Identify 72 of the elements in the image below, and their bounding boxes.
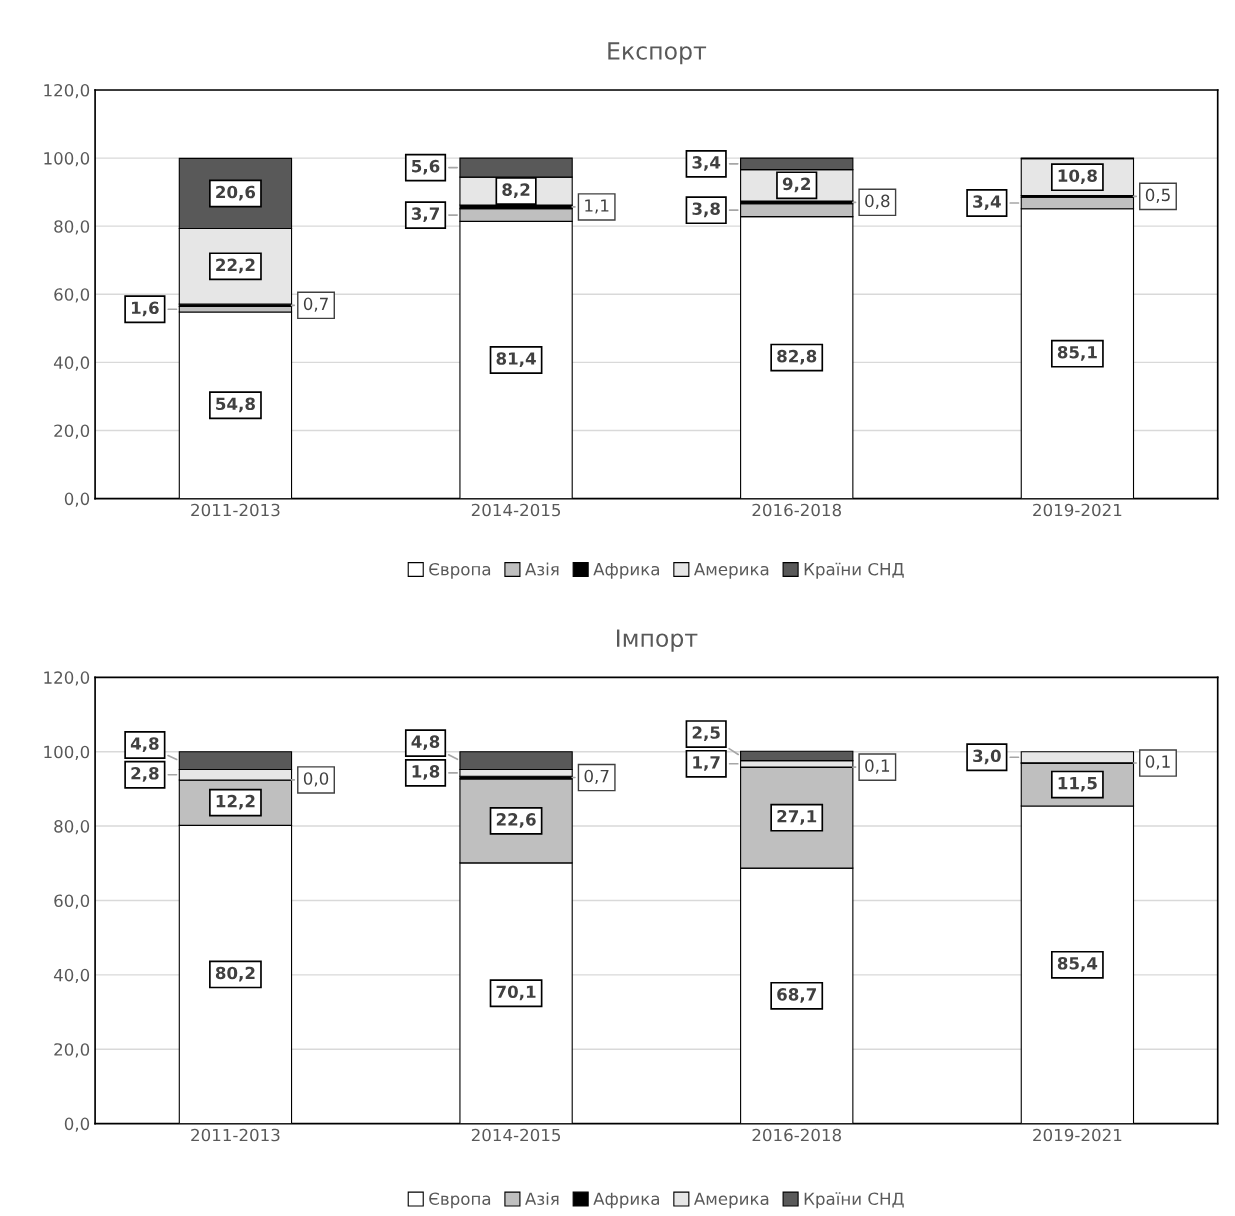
data-label: 2,8	[131, 766, 159, 782]
data-label: 20,6	[216, 185, 256, 201]
data-label: 82,8	[777, 349, 817, 365]
x-tick-label: 2016-2018	[752, 1128, 842, 1142]
data-label: 3,4	[692, 156, 721, 171]
data-label: 1,1	[585, 199, 609, 214]
x-tick-label: 2014-2015	[471, 1128, 561, 1142]
data-label: 1,7	[693, 756, 720, 771]
data-label: 0,7	[584, 769, 609, 785]
x-tick-label: 2011-2013	[191, 503, 280, 517]
data-label: 12,2	[216, 794, 255, 810]
data-label: 1,8	[412, 765, 440, 780]
y-tick-label: 80,0	[54, 220, 90, 235]
data-label: 0,7	[303, 297, 328, 312]
data-label: 85,4	[1057, 957, 1098, 972]
chart-title: Експорт	[608, 42, 707, 65]
x-tick-label: 2016-2018	[752, 503, 842, 517]
data-label: 9,2	[782, 177, 811, 193]
legend-label: Європа	[429, 1192, 491, 1209]
x-tick-label: 2019-2021	[1033, 1128, 1122, 1142]
data-label: 3,8	[692, 202, 720, 218]
legend-label: Азія	[525, 562, 559, 576]
data-label: 2,5	[692, 726, 720, 741]
legend-label: Америка	[693, 563, 769, 579]
data-label: 0,5	[1145, 188, 1170, 203]
chart-title: Імпорт	[617, 629, 698, 652]
data-label: 27,1	[777, 809, 817, 825]
data-label: 5,6	[412, 159, 440, 175]
data-label: 3,7	[411, 207, 439, 223]
y-tick-label: 80,0	[54, 820, 90, 835]
data-label: 4,8	[130, 737, 159, 752]
data-label: 70,1	[496, 985, 536, 1001]
data-label: 0,1	[865, 759, 890, 774]
y-tick-label: 20,0	[54, 424, 90, 439]
x-tick-label: 2014-2015	[471, 503, 561, 517]
x-tick-label: 2019-2021	[1033, 503, 1122, 517]
y-tick-label: 20,0	[54, 1043, 90, 1058]
data-label: 22,2	[216, 258, 255, 274]
legend-label: Країни СНД	[804, 1192, 904, 1209]
y-tick-label: 120,0	[44, 671, 90, 686]
data-label: 4,8	[411, 735, 440, 751]
data-label: 3,4	[973, 195, 1001, 210]
data-label: 68,7	[777, 988, 816, 1003]
y-tick-label: 0,0	[64, 1117, 90, 1132]
data-label: 0,1	[1145, 755, 1170, 770]
data-label: 81,4	[496, 352, 536, 367]
y-tick-label: 100,0	[44, 745, 90, 760]
x-tick-label: 2011-2013	[191, 1128, 280, 1142]
data-label: 85,1	[1057, 345, 1097, 361]
data-label: 22,6	[496, 813, 536, 828]
legend-label: Азія	[525, 1192, 559, 1206]
y-tick-label: 60,0	[54, 288, 90, 303]
y-tick-label: 40,0	[53, 356, 90, 371]
data-label: 1,6	[132, 301, 159, 317]
legend-label: Африка	[593, 1192, 659, 1209]
data-label: 80,2	[215, 966, 255, 982]
y-tick-label: 40,0	[53, 968, 90, 984]
y-tick-label: 60,0	[54, 894, 90, 909]
data-label: 0,8	[865, 194, 890, 209]
y-tick-label: 0,0	[64, 492, 90, 507]
data-label: 11,5	[1058, 777, 1097, 792]
data-label: 3,0	[973, 749, 1001, 765]
data-label: 54,8	[216, 397, 255, 413]
data-label: 10,8	[1058, 169, 1097, 185]
y-tick-label: 120,0	[44, 83, 90, 99]
legend-label: Америка	[693, 1192, 769, 1209]
legend-label: Європа	[429, 562, 491, 579]
data-label: 8,2	[502, 183, 530, 199]
y-tick-label: 100,0	[44, 152, 90, 167]
legend-label: Африка	[593, 563, 659, 579]
data-label: 0,0	[303, 772, 329, 787]
legend-label: Країни СНД	[804, 562, 904, 579]
